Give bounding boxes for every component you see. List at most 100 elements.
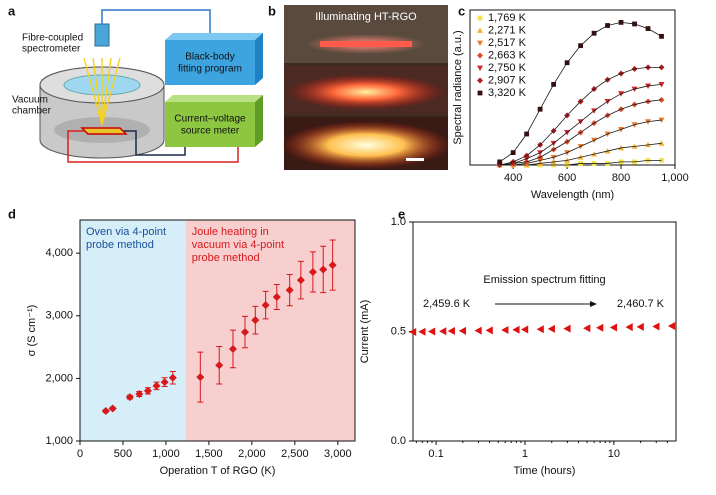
legend-marker <box>477 65 483 71</box>
point <box>474 326 482 335</box>
legend-marker <box>477 15 483 21</box>
x-tick-label: 2,500 <box>281 448 309 460</box>
point <box>296 276 305 285</box>
y-tick-label: 3,000 <box>45 310 73 322</box>
fibre <box>101 9 211 36</box>
y-tick-label: 1.0 <box>391 216 406 228</box>
point <box>152 381 161 390</box>
fit-line <box>499 99 662 166</box>
point <box>439 327 447 336</box>
annotation: 2,459.6 K <box>423 298 471 310</box>
legend-label: 2,663 K <box>488 49 527 61</box>
rays <box>83 57 121 126</box>
fit-line <box>499 84 662 166</box>
point <box>308 267 317 276</box>
point <box>101 406 110 415</box>
wire <box>124 130 186 156</box>
point <box>609 323 618 332</box>
annotation: 2,460.7 K <box>617 298 665 310</box>
x-axis-label: Time (hours) <box>514 465 576 477</box>
point <box>418 327 426 336</box>
x-tick-label: 10 <box>608 448 620 460</box>
panel-label: d <box>8 206 16 221</box>
program-box <box>165 40 255 85</box>
y-axis-label: Current (mA) <box>359 300 371 364</box>
diagram-label: spectrometer <box>22 44 81 55</box>
point <box>215 361 224 370</box>
plot-frame <box>469 9 676 166</box>
point <box>447 327 455 336</box>
legend-label: 2,750 K <box>488 62 527 74</box>
x-tick-label: 500 <box>114 448 132 460</box>
x-tick-label: 1,000 <box>661 172 689 184</box>
region <box>80 220 186 441</box>
diagram-label: Current–voltage <box>174 114 246 125</box>
point <box>520 325 529 334</box>
point <box>272 293 281 302</box>
point <box>125 393 134 402</box>
point <box>652 322 660 331</box>
legend-label: 2,271 K <box>488 24 527 36</box>
x-tick-label: 2,000 <box>238 448 266 460</box>
point <box>168 373 177 382</box>
point <box>583 324 591 333</box>
region-label: probe method <box>192 252 260 264</box>
point <box>135 390 144 399</box>
region-label: Oven via 4-point <box>86 226 166 238</box>
y-tick-label: 4,000 <box>45 247 73 259</box>
point <box>196 373 205 382</box>
point <box>428 327 436 336</box>
box-side <box>255 95 263 147</box>
glow <box>281 121 451 169</box>
sample <box>80 127 128 135</box>
x-tick-label: 0 <box>77 448 83 460</box>
x-tick-label: 0.1 <box>428 448 443 460</box>
point <box>501 325 509 334</box>
x-tick-label: 1,500 <box>195 448 223 460</box>
point <box>328 261 337 270</box>
diagram-label: fitting program <box>178 64 242 75</box>
legend-marker <box>477 40 483 46</box>
x-axis-label: Wavelength (nm) <box>531 189 614 201</box>
photo: Illuminating HT-RGO <box>281 5 451 170</box>
point <box>536 325 544 334</box>
plot-frame <box>79 219 356 442</box>
diagram-label: Black-body <box>185 52 234 63</box>
panel-label: c <box>458 3 465 18</box>
y-axis-label: σ (S cm⁻¹) <box>26 305 38 357</box>
spectrometer <box>94 23 110 47</box>
x-tick-label: 400 <box>504 172 522 184</box>
diagram-label: source meter <box>181 126 240 137</box>
strip <box>320 41 412 47</box>
marker <box>658 140 665 146</box>
wire <box>67 130 239 163</box>
x-tick-label: 600 <box>558 172 576 184</box>
region <box>185 220 355 441</box>
setup-diagram: Fibre-coupled spectrometer Vacuum chambe… <box>12 9 263 163</box>
point <box>547 324 555 333</box>
y-axis-label: Spectral radiance (a.u.) <box>452 30 464 144</box>
arrow-head <box>590 301 597 307</box>
x-tick-label: 3,000 <box>324 448 352 460</box>
panel-label: a <box>8 3 16 18</box>
x-tick-label: 1 <box>522 448 528 460</box>
diagram-label: chamber <box>12 106 52 117</box>
point <box>563 324 571 333</box>
legend-marker <box>477 27 483 33</box>
diagram-label: Vacuum <box>12 95 48 106</box>
point <box>108 404 117 413</box>
point <box>228 344 237 353</box>
x-tick-label: 800 <box>612 172 630 184</box>
legend-label: 2,517 K <box>488 37 527 49</box>
point <box>241 328 249 337</box>
meter-box <box>165 102 255 147</box>
glow <box>286 74 446 110</box>
point <box>667 322 676 331</box>
x-tick-label: 1,000 <box>152 448 180 460</box>
legend-marker <box>477 90 483 96</box>
point <box>143 386 152 395</box>
point <box>512 325 520 334</box>
